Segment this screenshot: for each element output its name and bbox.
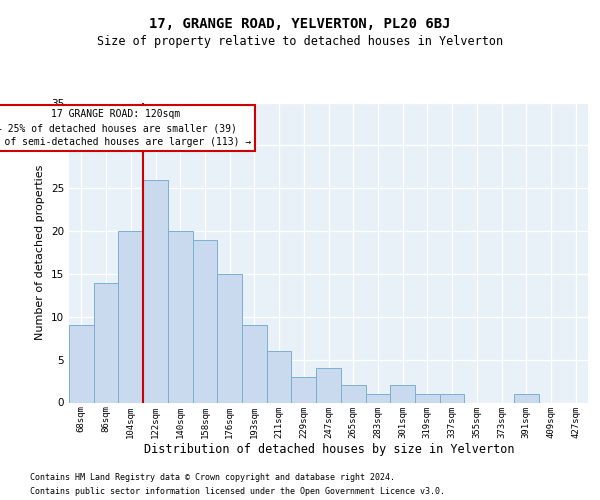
Bar	[267, 351, 292, 403]
Bar	[193, 240, 217, 402]
Bar	[143, 180, 168, 402]
Bar	[316, 368, 341, 402]
Bar	[217, 274, 242, 402]
Text: Contains public sector information licensed under the Open Government Licence v3: Contains public sector information licen…	[30, 488, 445, 496]
Text: Distribution of detached houses by size in Yelverton: Distribution of detached houses by size …	[143, 442, 514, 456]
Bar	[365, 394, 390, 402]
Bar	[292, 377, 316, 402]
Text: Size of property relative to detached houses in Yelverton: Size of property relative to detached ho…	[97, 35, 503, 48]
Text: 17 GRANGE ROAD: 120sqm
← 25% of detached houses are smaller (39)
73% of semi-det: 17 GRANGE ROAD: 120sqm ← 25% of detached…	[0, 109, 251, 147]
Bar	[415, 394, 440, 402]
Bar	[168, 231, 193, 402]
Bar	[69, 326, 94, 402]
Text: Contains HM Land Registry data © Crown copyright and database right 2024.: Contains HM Land Registry data © Crown c…	[30, 472, 395, 482]
Bar	[94, 282, 118, 403]
Bar	[390, 386, 415, 402]
Bar	[514, 394, 539, 402]
Bar	[242, 326, 267, 402]
Y-axis label: Number of detached properties: Number of detached properties	[35, 165, 46, 340]
Text: 17, GRANGE ROAD, YELVERTON, PL20 6BJ: 17, GRANGE ROAD, YELVERTON, PL20 6BJ	[149, 18, 451, 32]
Bar	[341, 386, 365, 402]
Bar	[118, 231, 143, 402]
Bar	[440, 394, 464, 402]
